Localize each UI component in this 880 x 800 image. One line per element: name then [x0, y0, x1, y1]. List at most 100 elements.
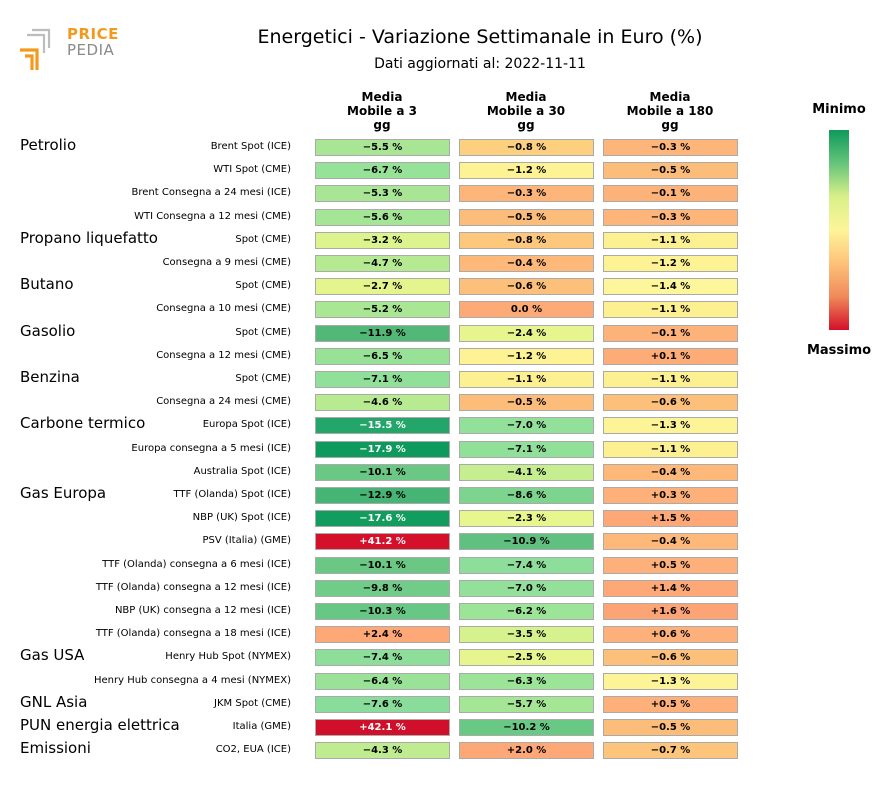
heatmap-cell: −10.2 %	[459, 719, 594, 736]
row-label: Spot (CME)	[235, 373, 291, 384]
heatmap-cell: −7.4 %	[315, 649, 450, 667]
legend-max-label: Massimo	[806, 343, 872, 358]
heatmap-cell: −0.5 %	[459, 208, 594, 226]
group-label: Carbone termico	[20, 414, 146, 433]
heatmap-cell: −2.7 %	[315, 278, 450, 296]
heatmap-cell: +0.6 %	[603, 626, 738, 644]
heatmap-cell: −0.7 %	[603, 742, 738, 760]
group-label: Propano liquefatto	[20, 228, 158, 247]
heatmap-cell: −11.9 %	[315, 324, 450, 342]
logo-text-pedia: PEDIA	[67, 41, 115, 59]
heatmap-cell: −0.5 %	[603, 162, 738, 180]
heatmap-cell: −4.6 %	[315, 394, 450, 412]
heatmap-cell: −2.3 %	[459, 510, 594, 528]
heatmap-cell: −10.9 %	[459, 533, 594, 551]
heatmap-cell: −0.1 %	[603, 185, 738, 203]
heatmap-cell: −6.5 %	[315, 347, 450, 365]
heatmap-cell: −5.6 %	[315, 208, 450, 226]
row-label: NBP (UK) Spot (ICE)	[192, 512, 291, 524]
heatmap-cell: −1.1 %	[603, 371, 738, 388]
heatmap-cell: −4.7 %	[315, 255, 450, 272]
heatmap-cell: −7.6 %	[315, 695, 450, 713]
heatmap-cell: −6.4 %	[315, 672, 450, 690]
heatmap-cell: +0.5 %	[603, 695, 738, 713]
heatmap-cell: −1.2 %	[459, 162, 594, 180]
heatmap-cell: −1.3 %	[603, 672, 738, 690]
row-label: CO2, EUA (ICE)	[215, 744, 291, 756]
heatmap-cell: −0.5 %	[459, 394, 594, 412]
heatmap-cell: +0.5 %	[603, 556, 738, 574]
heatmap-cell: −0.8 %	[459, 139, 594, 156]
heatmap-cell: −0.6 %	[459, 278, 594, 296]
heatmap-cell: 0.0 %	[459, 301, 594, 319]
heatmap-cell: −1.1 %	[459, 371, 594, 388]
heatmap-cell: −3.2 %	[315, 231, 450, 249]
heatmap-cell: −0.4 %	[459, 255, 594, 272]
heatmap-cell: −1.1 %	[603, 301, 738, 319]
heatmap-cell: −9.8 %	[315, 579, 450, 597]
heatmap-cell: −0.1 %	[603, 324, 738, 342]
heatmap-cell: −7.0 %	[459, 417, 594, 435]
heatmap-cell: −10.3 %	[315, 603, 450, 620]
heatmap-cell: −6.7 %	[315, 162, 450, 180]
row-label: Consegna a 10 mesi (CME)	[156, 303, 291, 315]
heatmap-cell: −1.1 %	[603, 440, 738, 458]
row-label: TTF (Olanda) consegna a 12 mesi (ICE)	[95, 581, 291, 593]
row-label: JKM Spot (CME)	[214, 697, 291, 709]
heatmap-cell: −0.3 %	[603, 139, 738, 156]
row-label: Henry Hub Spot (NYMEX)	[165, 651, 291, 663]
row-label: Henry Hub consegna a 4 mesi (NYMEX)	[93, 674, 291, 686]
group-label: Petrolio	[20, 136, 77, 154]
row-label: Brent Consegna a 24 mesi (ICE)	[131, 187, 291, 199]
heatmap-cell: −0.8 %	[459, 231, 594, 249]
row-label: Consegna a 9 mesi (CME)	[162, 257, 291, 268]
group-label: Gas Europa	[20, 484, 107, 502]
row-label: TTF (Olanda) Spot (ICE)	[173, 489, 291, 500]
row-label: Spot (CME)	[235, 280, 291, 292]
column-header-3gg: Media Mobile a 3 gg	[347, 90, 417, 132]
row-label: TTF (Olanda) consegna a 6 mesi (ICE)	[102, 558, 291, 570]
heatmap-cell: −2.5 %	[459, 649, 594, 667]
heatmap-cell: −0.3 %	[603, 208, 738, 226]
row-label: Europa consegna a 5 mesi (ICE)	[131, 442, 291, 454]
heatmap-cell: −10.1 %	[315, 463, 450, 481]
heatmap-cell: −5.5 %	[315, 139, 450, 156]
row-label: WTI Spot (CME)	[213, 164, 291, 176]
chart-title: Energetici - Variazione Settimanale in E…	[257, 26, 703, 48]
row-label: Spot (CME)	[235, 233, 291, 245]
row-label: Brent Spot (ICE)	[210, 141, 291, 152]
heatmap-cell: −0.6 %	[603, 394, 738, 412]
heatmap-cell: −15.5 %	[315, 417, 450, 435]
heatmap-cell: −5.3 %	[315, 185, 450, 203]
heatmap-cell: −1.4 %	[603, 278, 738, 296]
chart-subtitle: Dati aggiornati al: 2022-11-11	[374, 56, 586, 72]
row-label: Spot (CME)	[235, 326, 291, 338]
heatmap-cell: −6.2 %	[459, 603, 594, 620]
heatmap-cell: −3.5 %	[459, 626, 594, 644]
column-header-180gg: Media Mobile a 180 gg	[626, 90, 714, 132]
legend-color-bar	[829, 130, 849, 330]
heatmap-cell: −0.6 %	[603, 649, 738, 667]
pricepedia-logo: PRICE PEDIA	[18, 26, 128, 74]
logo-text-price: PRICE	[67, 25, 119, 43]
heatmap-cell: +2.4 %	[315, 626, 450, 644]
heatmap-cell: −7.0 %	[459, 579, 594, 597]
heatmap-cell: +41.2 %	[315, 533, 450, 551]
heatmap-cell: −0.5 %	[603, 719, 738, 736]
heatmap-cell: −7.1 %	[315, 371, 450, 388]
group-label: GNL Asia	[20, 692, 88, 711]
heatmap-cell: +0.1 %	[603, 347, 738, 365]
heatmap-cell: −7.4 %	[459, 556, 594, 574]
heatmap-cell: +0.3 %	[603, 487, 738, 504]
heatmap-cell: −6.3 %	[459, 672, 594, 690]
row-label: PSV (Italia) (GME)	[202, 535, 291, 547]
heatmap-cell: −4.1 %	[459, 463, 594, 481]
heatmap-cell: −1.2 %	[603, 255, 738, 272]
heatmap-cell: −1.1 %	[603, 231, 738, 249]
row-label: NBP (UK) consegna a 12 mesi (ICE)	[114, 605, 291, 616]
heatmap-cell: −10.1 %	[315, 556, 450, 574]
heatmap-cell: −8.6 %	[459, 487, 594, 504]
group-label: Butano	[20, 275, 74, 294]
heatmap-cell: −2.4 %	[459, 324, 594, 342]
heatmap-cell: −1.3 %	[603, 417, 738, 435]
